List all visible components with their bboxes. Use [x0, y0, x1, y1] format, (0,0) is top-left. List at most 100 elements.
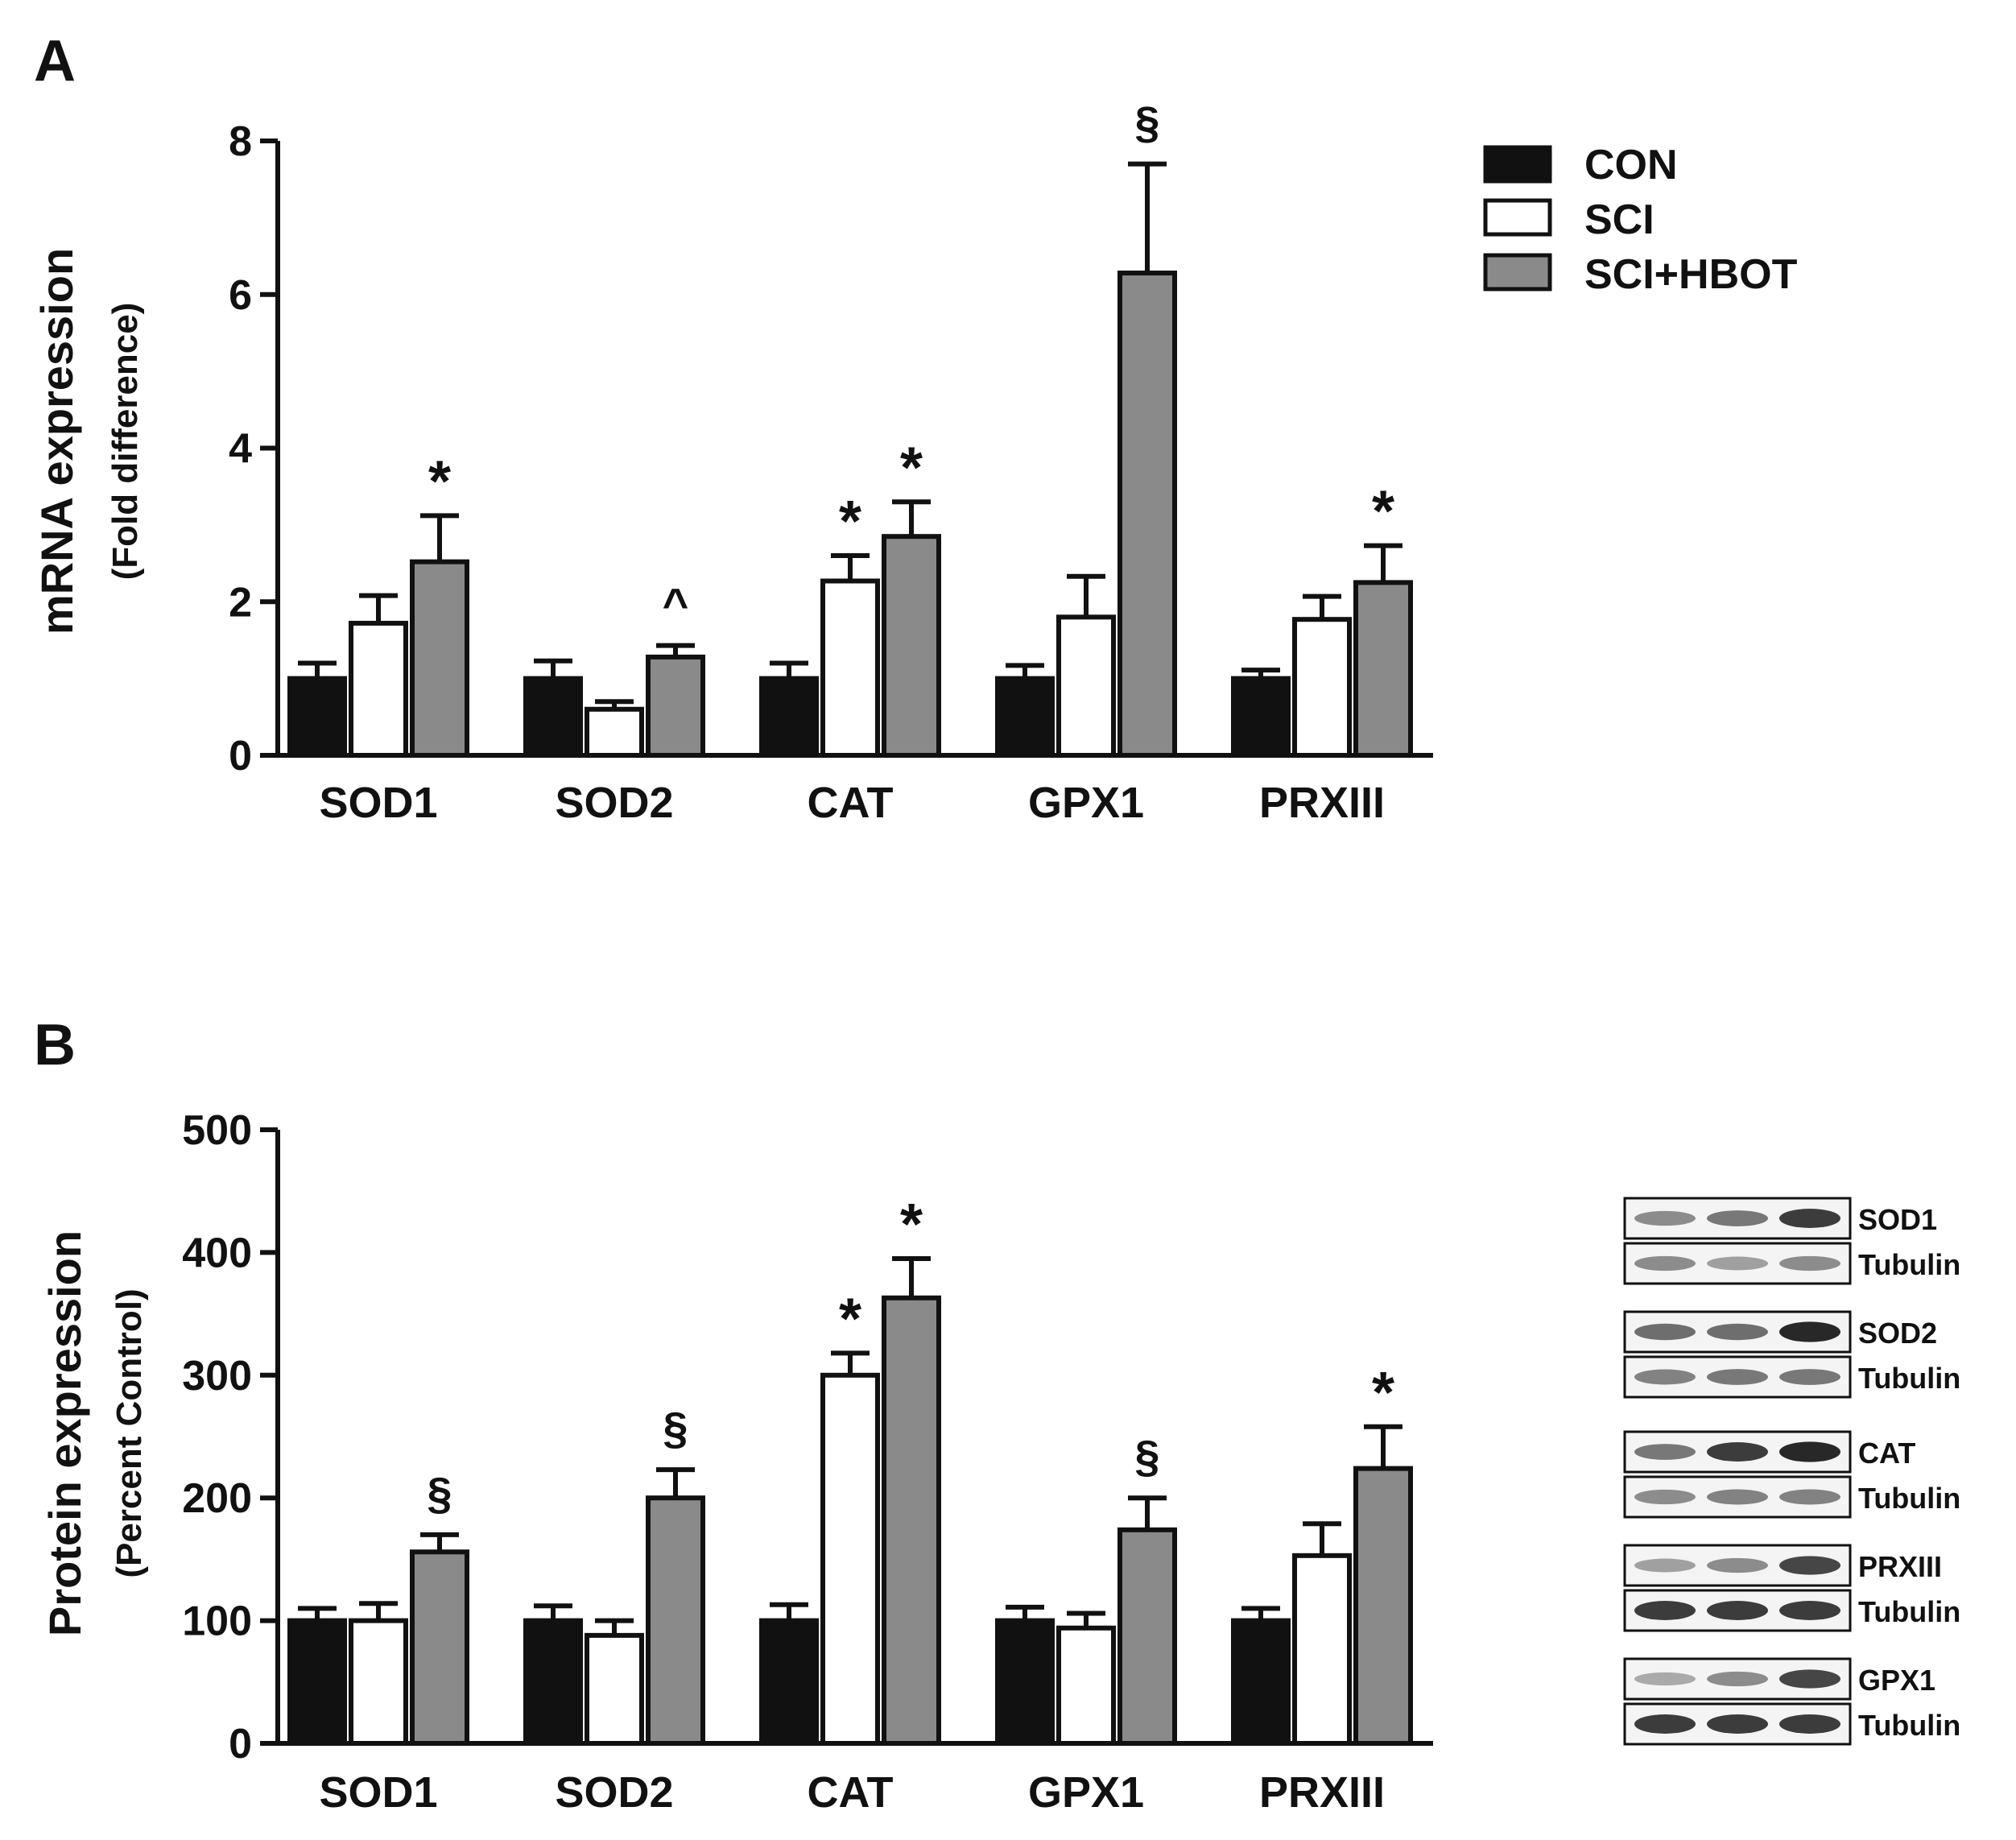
blot-band: [1634, 1558, 1696, 1573]
significance-mark: §: [427, 1468, 452, 1519]
legend-label-con: CON: [1584, 142, 1678, 188]
bar-sod2-con: [523, 676, 583, 758]
panel-a-ylabel: mRNA expression: [31, 248, 82, 635]
blot-band: [1779, 1209, 1840, 1228]
bar-prxiii-con: [1231, 1618, 1291, 1746]
bar-sod1-con: [287, 1618, 347, 1746]
y-tick-label: 8: [229, 118, 252, 165]
bar-prxiii-con: [1231, 676, 1291, 758]
x-tick-label: GPX1: [1028, 1768, 1144, 1817]
blot-band: [1707, 1323, 1768, 1341]
bar-prxiii-sci: [1292, 617, 1352, 759]
blot-band: [1779, 1489, 1840, 1505]
bar-sod1-sci-hbot: [410, 559, 469, 759]
blot-band: [1707, 1714, 1768, 1734]
bar-sod2-sci-hbot: [646, 654, 705, 758]
blot-band: [1634, 1444, 1696, 1460]
bar-gpx1-con: [995, 1618, 1055, 1746]
y-tick-label: 6: [229, 272, 252, 319]
panel-a-ylabel-sub: (Fold difference): [105, 303, 145, 581]
blot-band: [1634, 1323, 1696, 1341]
y-tick-label: 100: [182, 1598, 252, 1645]
blot-label: CAT: [1858, 1437, 1915, 1470]
blot-label: Tubulin: [1858, 1248, 1960, 1281]
blot-label: Tubulin: [1858, 1595, 1960, 1628]
bar-gpx1-sci: [1056, 614, 1116, 759]
y-tick-label: 4: [229, 426, 252, 473]
blot-band: [1707, 1210, 1768, 1226]
blot-band: [1707, 1557, 1768, 1573]
blot-label: PRXIII: [1858, 1550, 1942, 1583]
blot-label: SOD2: [1858, 1317, 1937, 1350]
blot-label: SOD1: [1858, 1203, 1937, 1236]
blot-band: [1634, 1489, 1696, 1505]
blot-band: [1707, 1256, 1768, 1271]
bar-cat-sci-hbot: [882, 534, 941, 759]
bar-prxiii-sci-hbot: [1353, 1466, 1413, 1747]
bar-cat-con: [759, 1618, 819, 1746]
x-tick-label: CAT: [808, 1768, 894, 1817]
bar-cat-con: [759, 676, 819, 758]
blot-band: [1634, 1714, 1696, 1734]
bar-cat-sci: [820, 1372, 880, 1747]
bar-gpx1-sci-hbot: [1117, 1527, 1177, 1746]
y-tick-label: 0: [229, 1721, 252, 1768]
x-tick-label: GPX1: [1028, 779, 1144, 827]
bar-gpx1-con: [995, 676, 1055, 758]
blot-band: [1707, 1442, 1768, 1462]
significance-mark: §: [1134, 97, 1159, 148]
bar-sod1-sci: [349, 620, 408, 759]
blot-band: [1779, 1714, 1840, 1734]
bar-cat-sci: [820, 578, 880, 759]
x-tick-label: SOD1: [319, 1768, 437, 1817]
bar-cat-sci-hbot: [882, 1295, 941, 1746]
x-tick-label: SOD1: [319, 779, 437, 827]
blot-label: GPX1: [1858, 1664, 1935, 1697]
bar-sod2-con: [523, 1618, 583, 1746]
significance-mark: *: [839, 490, 861, 554]
legend-label-sci-hbot: SCI+HBOT: [1584, 251, 1798, 298]
blot-band: [1779, 1601, 1840, 1620]
significance-mark: *: [1372, 1361, 1394, 1425]
y-tick-label: 200: [182, 1475, 252, 1522]
blot-label: Tubulin: [1858, 1482, 1960, 1515]
blot-label: Tubulin: [1858, 1709, 1960, 1742]
blot-band: [1779, 1255, 1840, 1271]
blot-band: [1634, 1601, 1696, 1620]
y-tick-label: 2: [229, 579, 252, 626]
blot-label: Tubulin: [1858, 1362, 1960, 1395]
legend-swatch-sci: [1483, 198, 1552, 237]
blot-band: [1779, 1669, 1840, 1689]
x-tick-label: PRXIII: [1259, 1768, 1385, 1817]
significance-mark: §: [1134, 1431, 1159, 1482]
blot-band: [1779, 1321, 1840, 1342]
significance-mark: *: [900, 1193, 923, 1257]
blot-band: [1634, 1255, 1696, 1271]
bar-sod2-sci-hbot: [646, 1495, 705, 1746]
legend-label-sci: SCI: [1584, 196, 1655, 243]
significance-mark: *: [1372, 480, 1394, 544]
bar-gpx1-sci-hbot: [1117, 271, 1177, 759]
legend-swatch-con: [1483, 145, 1552, 184]
chart-panel-b: 0 100 200 300 400 500 SOD1 SOD2 CAT GPX1 PRXIII § § *…: [182, 1107, 1433, 1817]
legend: CON SCI SCI+HBOT: [1483, 142, 1798, 298]
bar-gpx1-sci: [1056, 1625, 1116, 1747]
blot-band: [1707, 1671, 1768, 1687]
panel-b-ylabel: Protein expression: [39, 1230, 90, 1636]
blot-band: [1779, 1441, 1840, 1462]
significance-mark: §: [663, 1403, 688, 1453]
blot-band: [1779, 1369, 1840, 1385]
y-tick-label: 0: [229, 733, 252, 779]
bar-sod2-sci: [585, 706, 644, 759]
y-tick-label: 500: [182, 1107, 252, 1154]
blot-band: [1707, 1489, 1768, 1505]
panel-b-label: B: [34, 1013, 76, 1077]
bar-sod1-con: [287, 676, 347, 758]
significance-mark: *: [839, 1287, 861, 1351]
panel-a-label: A: [34, 29, 76, 93]
chart-panel-a: 0 2 4 6 8 SOD1 SOD2 CAT GPX1 PRXIII * ^ * * § *: [229, 97, 1433, 827]
blot-band: [1634, 1369, 1696, 1385]
panel-b-ylabel-sub: (Percent Control): [109, 1288, 149, 1577]
x-tick-label: CAT: [808, 779, 894, 827]
